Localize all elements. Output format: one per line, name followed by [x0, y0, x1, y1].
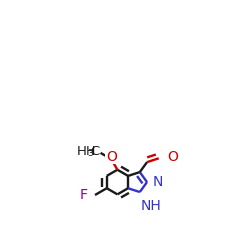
Text: O: O	[106, 150, 117, 164]
Text: F: F	[80, 188, 88, 202]
Text: O: O	[168, 150, 178, 164]
Text: NH: NH	[141, 199, 162, 213]
Text: H: H	[77, 145, 87, 158]
Text: H: H	[86, 145, 96, 158]
Text: 3: 3	[87, 149, 93, 158]
Text: C: C	[90, 145, 100, 158]
Text: N: N	[152, 175, 163, 189]
